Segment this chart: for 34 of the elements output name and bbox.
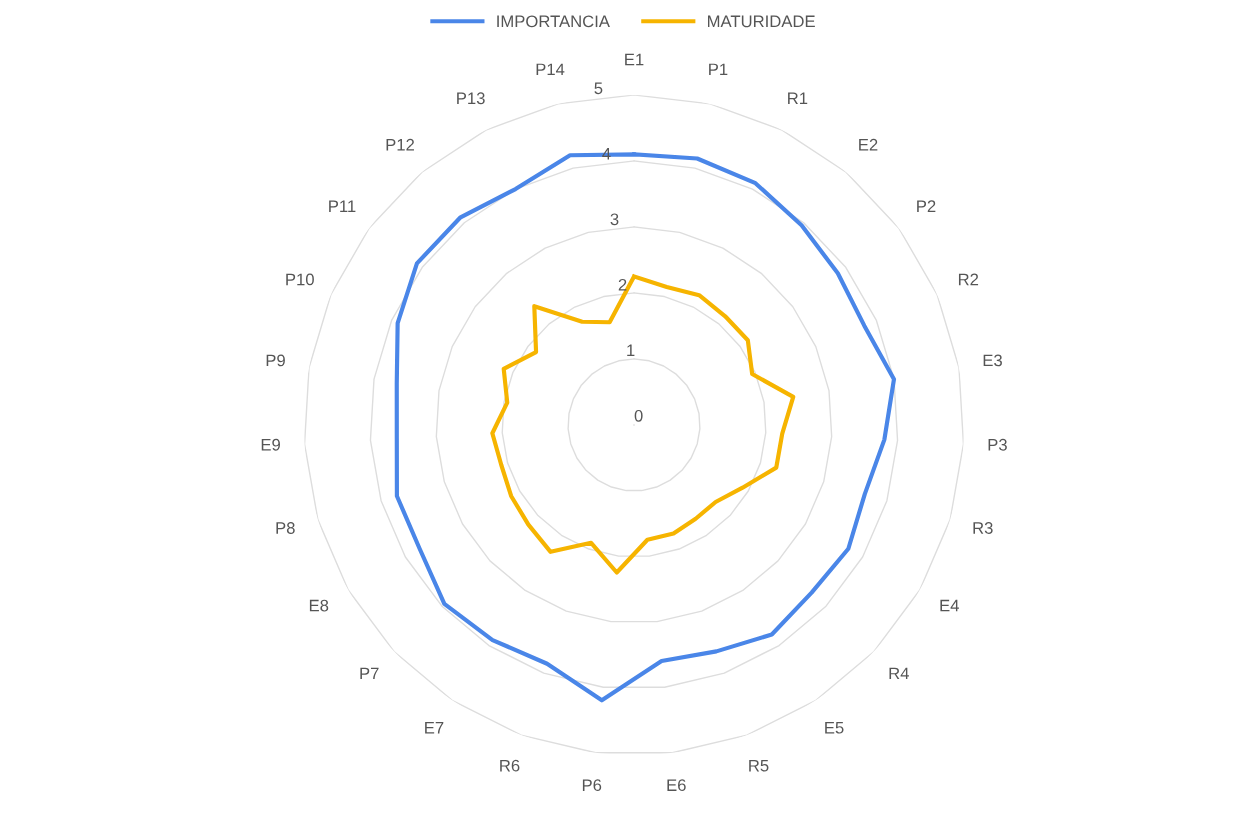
spoke-label: P9 <box>266 354 285 367</box>
spoke-label: R5 <box>749 759 769 772</box>
spoke-label: R1 <box>788 92 808 104</box>
spoke-label: P11 <box>329 200 356 212</box>
spoke-label: E5 <box>825 721 844 734</box>
spoke-label: P3 <box>988 438 1007 451</box>
spoke-label: R3 <box>973 522 993 534</box>
y-tick-label: 0 <box>634 409 643 422</box>
spoke-label: P10 <box>286 273 314 286</box>
spoke-label: P6 <box>582 779 602 792</box>
spoke-label: P7 <box>360 667 379 680</box>
spoke-label: P13 <box>457 92 485 105</box>
spoke-label: E6 <box>667 779 686 792</box>
y-tick-label: 3 <box>610 213 619 226</box>
spoke-label: P14 <box>536 63 565 76</box>
spoke-label: P12 <box>386 138 414 151</box>
legend-label: MATURIDADE <box>708 15 815 28</box>
y-tick-label: 1 <box>627 344 635 357</box>
spoke-label: P1 <box>709 63 728 76</box>
spoke-label: E4 <box>940 599 959 612</box>
spoke-label: E2 <box>859 138 878 151</box>
spoke-label: E9 <box>261 438 280 451</box>
spoke-label: E7 <box>425 721 444 734</box>
spoke-label: E8 <box>309 599 329 612</box>
legend-label: IMPORTANCIA <box>497 15 610 28</box>
spoke-label: E1 <box>625 53 644 66</box>
spoke-label: R2 <box>958 273 979 286</box>
spoke-label: R6 <box>500 759 520 772</box>
y-tick-label: 5 <box>594 82 603 95</box>
spoke-label: P2 <box>917 200 936 212</box>
spoke-label: E3 <box>983 354 1002 367</box>
spoke-label: R4 <box>889 667 909 680</box>
spoke-label: P8 <box>276 522 295 534</box>
y-tick-label: 2 <box>618 278 627 291</box>
